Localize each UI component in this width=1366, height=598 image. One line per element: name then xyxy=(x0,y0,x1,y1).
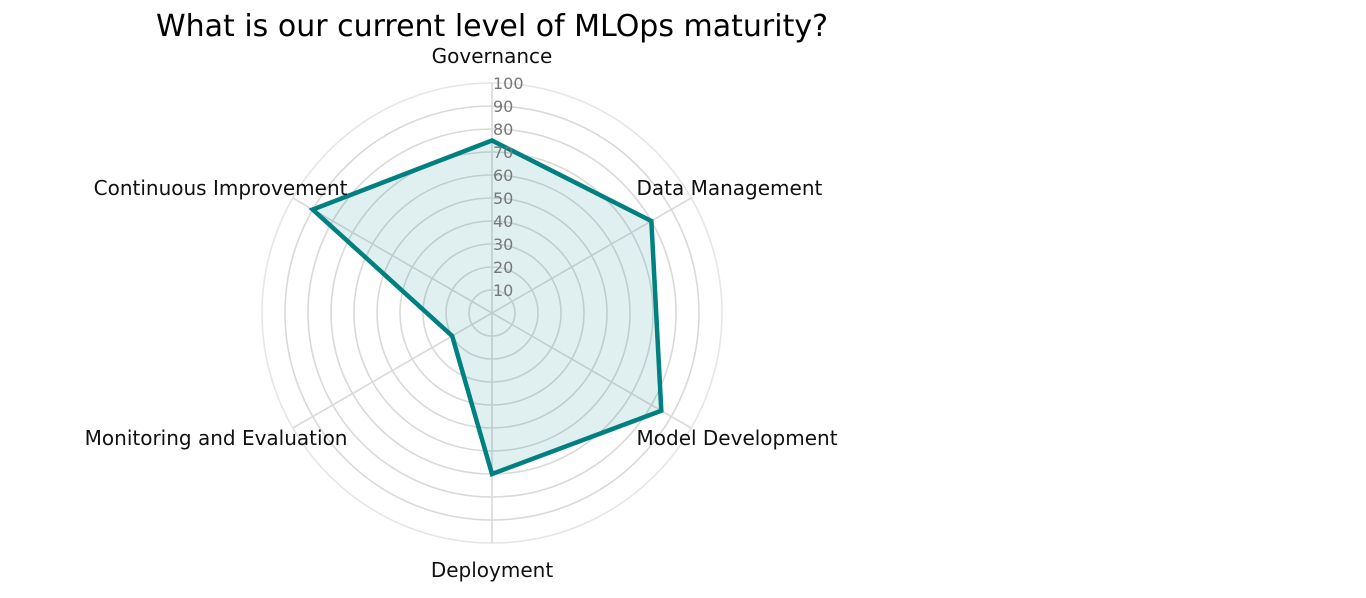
spoke-layer xyxy=(292,83,692,543)
tick-layer: 10 20 30 40 50 60 70 80 90 100 xyxy=(493,74,524,300)
radial-tick-label: 90 xyxy=(493,97,513,116)
category-label: Model Development xyxy=(637,426,838,450)
radial-tick-label: 20 xyxy=(493,258,513,277)
radial-tick-label: 100 xyxy=(493,74,524,93)
category-label: Data Management xyxy=(637,176,823,200)
radial-tick-label: 80 xyxy=(493,120,513,139)
radial-tick-label: 40 xyxy=(493,212,513,231)
chart-title: What is our current level of MLOps matur… xyxy=(156,9,828,44)
radial-tick-label: 50 xyxy=(493,189,513,208)
radial-tick-label: 30 xyxy=(493,235,513,254)
spoke-line xyxy=(491,197,692,314)
category-label: Deployment xyxy=(431,558,553,582)
spoke-line xyxy=(292,312,493,429)
axis-label-layer: Governance Data Management Model Developme… xyxy=(85,44,838,582)
category-label: Monitoring and Evaluation xyxy=(85,426,348,450)
data-layer xyxy=(308,138,664,477)
spoke-line xyxy=(292,197,493,314)
series-area xyxy=(312,140,662,474)
radial-tick-label: 60 xyxy=(493,166,513,185)
spoke-line xyxy=(491,312,692,429)
category-label: Continuous Improvement xyxy=(94,176,348,200)
radial-tick-label: 70 xyxy=(493,143,513,162)
radial-tick-label: 10 xyxy=(493,281,513,300)
category-label: Governance xyxy=(432,44,553,68)
